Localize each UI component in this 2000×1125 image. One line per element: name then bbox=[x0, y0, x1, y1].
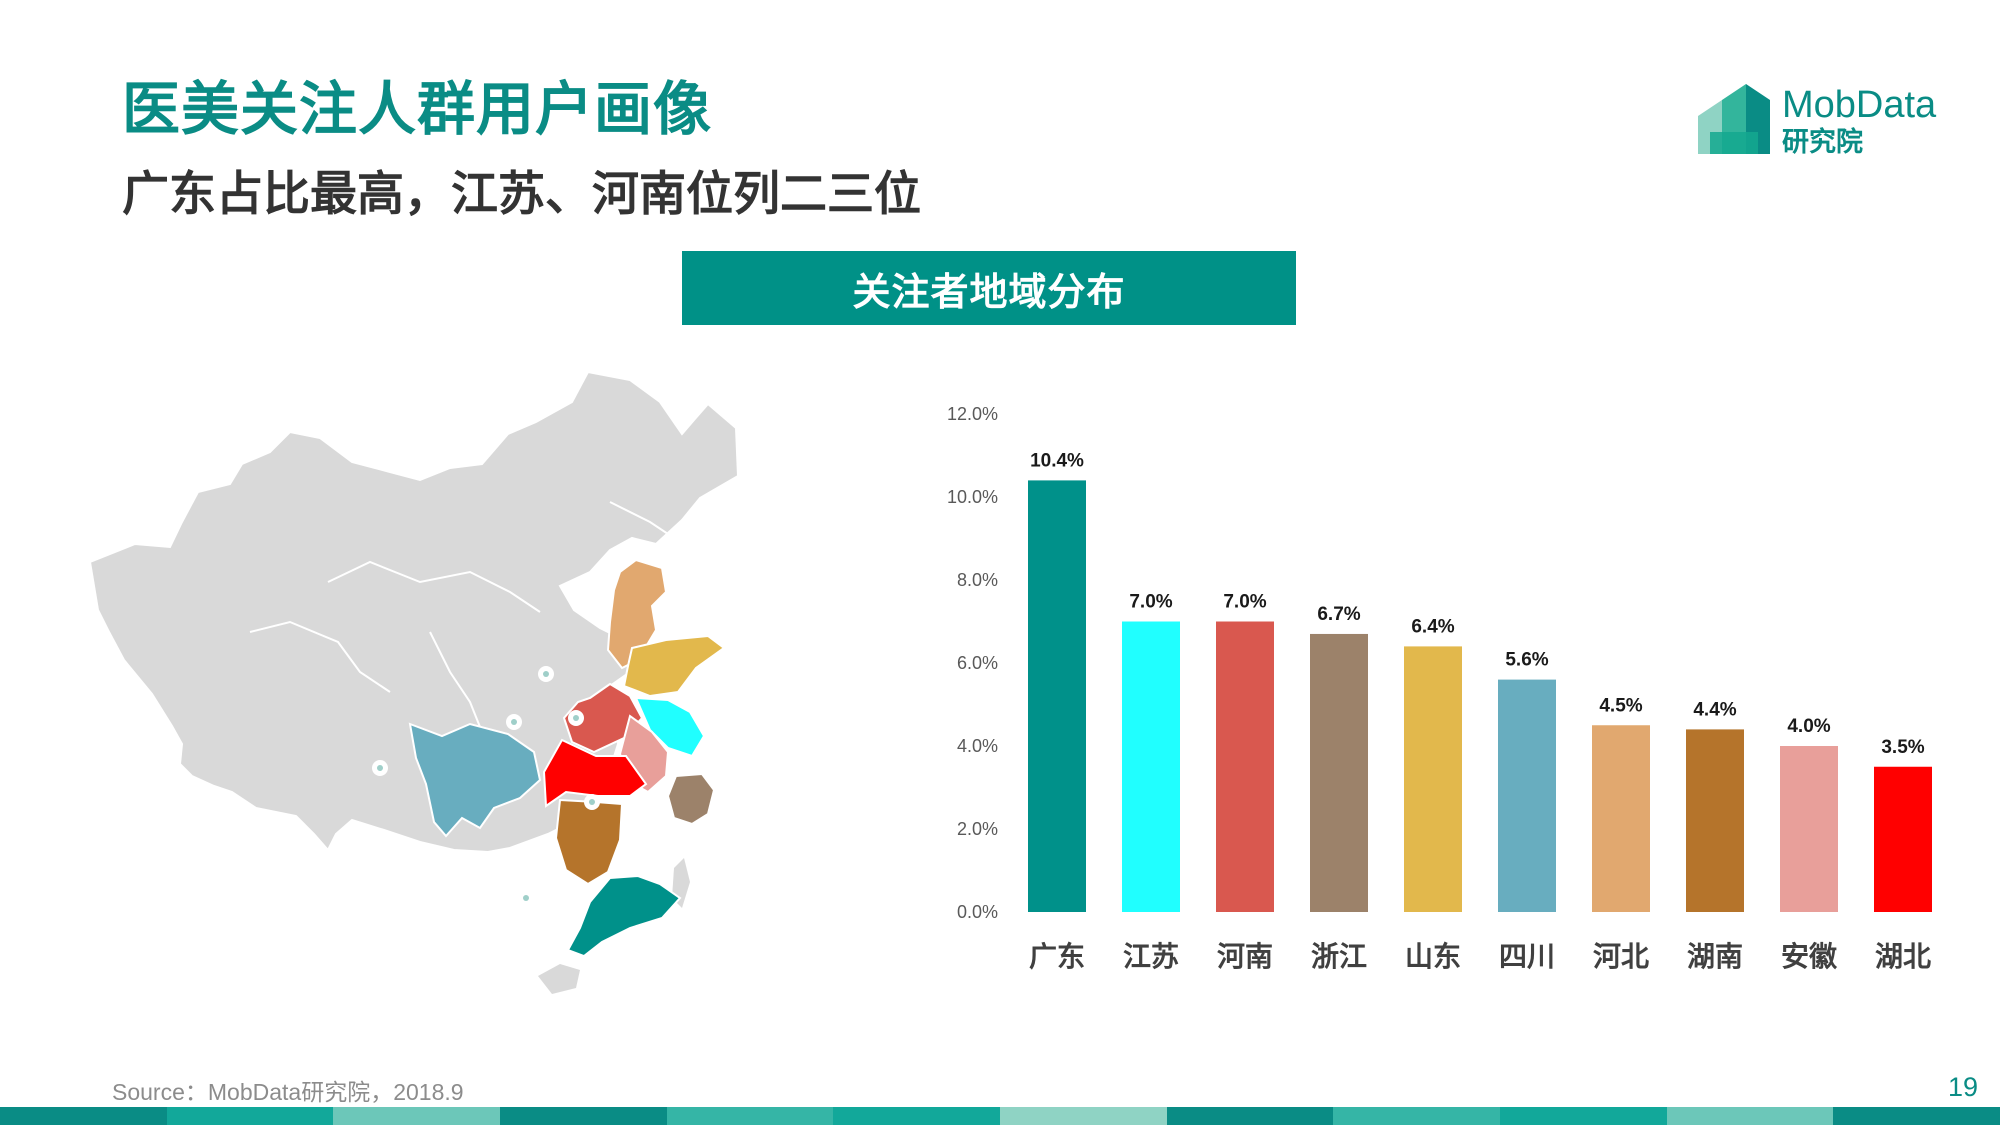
bar-四川 bbox=[1498, 679, 1556, 912]
x-tick-label: 湖北 bbox=[1875, 940, 1931, 973]
hainan-island bbox=[538, 964, 580, 994]
x-tick-label: 江苏 bbox=[1123, 940, 1179, 973]
province-shandong bbox=[622, 634, 726, 698]
bar-湖北 bbox=[1874, 766, 1932, 912]
footer-stripe bbox=[0, 1107, 2000, 1125]
data-label: 6.4% bbox=[1411, 616, 1454, 637]
bar-浙江 bbox=[1310, 633, 1368, 912]
province-sichuan bbox=[408, 722, 542, 838]
data-label: 7.0% bbox=[1223, 592, 1266, 613]
y-tick-label: 4.0% bbox=[957, 736, 998, 756]
bar-安徽 bbox=[1780, 746, 1838, 912]
data-label: 3.5% bbox=[1881, 737, 1924, 758]
logo-text-cn: 研究院 bbox=[1782, 127, 1863, 158]
x-tick-label: 河北 bbox=[1593, 940, 1649, 973]
bar-湖南 bbox=[1686, 729, 1744, 912]
province-guangdong bbox=[566, 874, 682, 958]
data-label: 7.0% bbox=[1129, 592, 1172, 613]
x-tick-label: 湖南 bbox=[1687, 940, 1743, 973]
page-subtitle: 广东占比最高，江苏、河南位列二三位 bbox=[122, 167, 921, 222]
mobdata-logo: MobData 研究院 bbox=[1696, 82, 1937, 158]
province-border-4 bbox=[609, 501, 681, 543]
chart-banner: 关注者地域分布 bbox=[682, 251, 1296, 325]
bar-山东 bbox=[1404, 646, 1462, 912]
province-border-2 bbox=[249, 620, 391, 693]
page-title: 医美关注人群用户画像 bbox=[122, 75, 713, 143]
x-tick-label: 河南 bbox=[1217, 940, 1273, 973]
y-tick-label: 2.0% bbox=[957, 819, 998, 839]
x-tick-label: 四川 bbox=[1499, 940, 1555, 973]
x-tick-label: 安徽 bbox=[1781, 940, 1838, 973]
data-label: 4.4% bbox=[1693, 699, 1736, 720]
data-label: 4.5% bbox=[1599, 695, 1642, 716]
data-label: 5.6% bbox=[1505, 650, 1548, 671]
y-tick-label: 0.0% bbox=[957, 902, 998, 922]
province-hunan bbox=[554, 798, 624, 886]
y-tick-label: 12.0% bbox=[947, 404, 998, 424]
y-tick-label: 10.0% bbox=[947, 487, 998, 507]
page-number: 19 bbox=[1948, 1072, 1979, 1102]
bar-河北 bbox=[1592, 725, 1650, 912]
data-label: 4.0% bbox=[1787, 716, 1830, 737]
x-tick-label: 山东 bbox=[1405, 940, 1461, 973]
data-label: 10.4% bbox=[1030, 450, 1084, 471]
data-label: 6.7% bbox=[1317, 604, 1360, 625]
province-zhejiang bbox=[666, 772, 716, 826]
bar-广东 bbox=[1028, 480, 1086, 912]
source-note: Source：MobData研究院，2018.9 bbox=[112, 1079, 464, 1105]
bar-河南 bbox=[1216, 621, 1274, 912]
x-tick-label: 浙江 bbox=[1311, 940, 1367, 973]
logo-mark-icon bbox=[1698, 84, 1770, 154]
province-henan bbox=[562, 682, 644, 754]
y-tick-label: 8.0% bbox=[957, 570, 998, 590]
province-hubei bbox=[542, 738, 648, 808]
map-pin-dots bbox=[377, 671, 595, 901]
region-bar-chart: 0.0% 2.0% 4.0% 6.0% 8.0% 10.0% 12.0% 10.4% 广东 7.0… bbox=[947, 404, 1932, 973]
x-tick-label: 广东 bbox=[1029, 940, 1085, 973]
china-map bbox=[90, 372, 740, 994]
y-tick-label: 6.0% bbox=[957, 653, 998, 673]
province-border-1 bbox=[327, 560, 541, 613]
logo-text-en: MobData bbox=[1782, 84, 1937, 126]
bar-江苏 bbox=[1122, 621, 1180, 912]
